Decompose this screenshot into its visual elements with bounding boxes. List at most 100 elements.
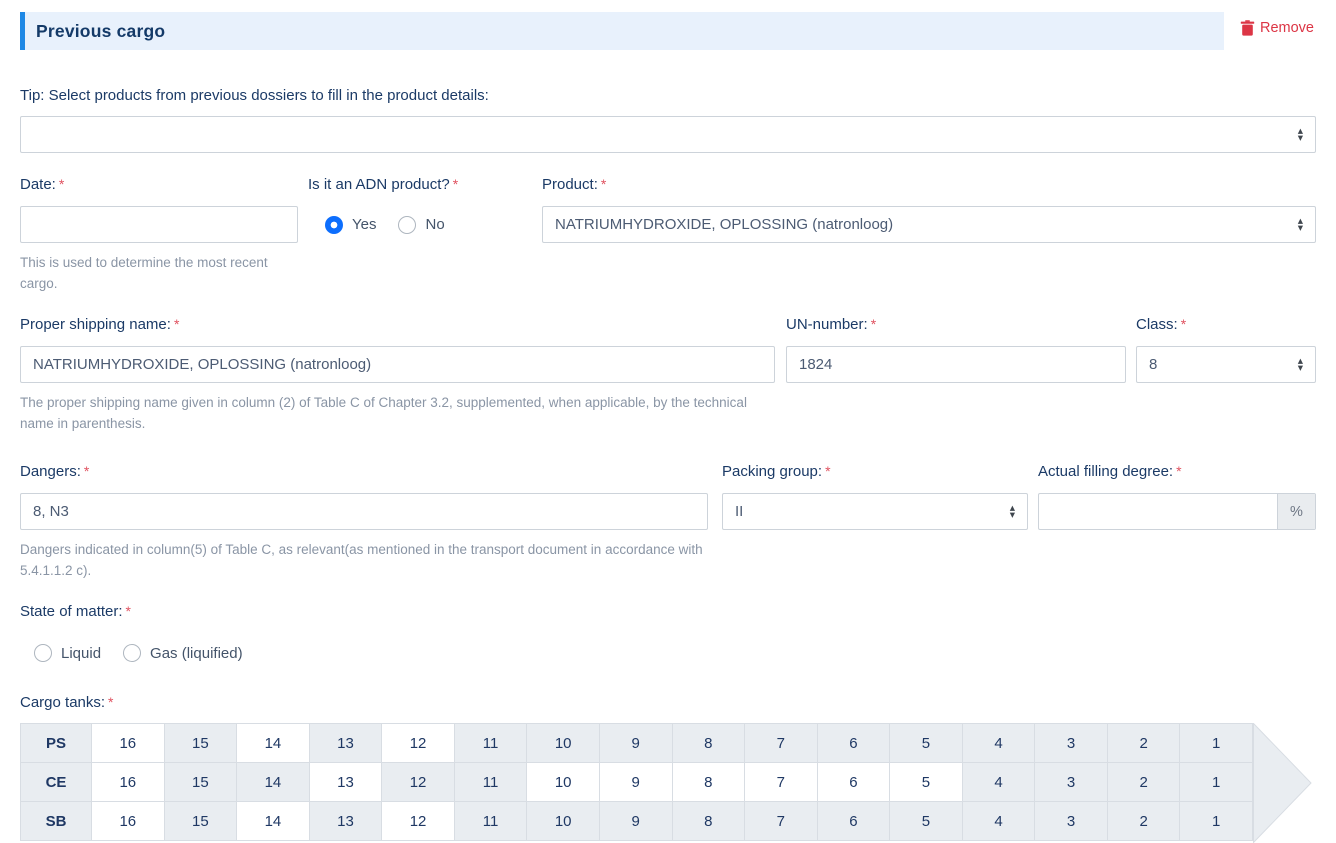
tank-cell-ps-8[interactable]: 8	[671, 723, 746, 763]
date-field-box	[20, 206, 298, 243]
tank-cell-ps-3[interactable]: 3	[1034, 723, 1108, 763]
dangers-box	[20, 493, 708, 530]
tank-cell-ce-14[interactable]: 14	[236, 762, 310, 802]
tank-cell-ce-9[interactable]: 9	[598, 762, 673, 802]
adn-radio-group: Yes No	[308, 206, 532, 243]
product-label: Product: *	[542, 176, 607, 193]
tank-cell-sb-9[interactable]: 9	[598, 801, 673, 841]
date-helper-text: This is used to determine the most recen…	[20, 255, 268, 291]
tank-row-ps: PS 16 15 14 13 12 11 10 9 8 7 6 5 4 3 2 1	[20, 723, 1253, 763]
tank-row-header: PS	[20, 723, 92, 763]
tank-cell-ps-4[interactable]: 4	[961, 723, 1036, 763]
tank-cell-ce-4[interactable]: 4	[961, 762, 1036, 802]
liquid-radio[interactable]: Liquid	[34, 644, 101, 662]
un-number-box	[786, 346, 1126, 383]
required-asterisk: *	[600, 176, 607, 192]
dangers-helper: Dangers indicated in column(5) of Table …	[20, 542, 703, 578]
adn-no-radio[interactable]: No	[398, 215, 445, 234]
select-caret-icon: ▴ ▾	[1297, 125, 1303, 144]
tank-cell-ps-12[interactable]: 12	[381, 723, 455, 763]
select-caret-icon: ▴ ▾	[1297, 215, 1303, 234]
tank-cell-sb-14[interactable]: 14	[236, 801, 310, 841]
tank-cell-sb-3[interactable]: 3	[1034, 801, 1108, 841]
tip-text: Tip: Select products from previous dossi…	[20, 87, 489, 104]
tank-cell-ps-1[interactable]: 1	[1179, 723, 1253, 763]
tank-cell-ps-6[interactable]: 6	[816, 723, 891, 763]
remove-button[interactable]: Remove	[1240, 20, 1314, 36]
tank-cell-ce-8[interactable]: 8	[671, 762, 746, 802]
tank-cell-ce-1[interactable]: 1	[1179, 762, 1253, 802]
tank-cell-ce-5[interactable]: 5	[889, 762, 963, 802]
tank-cell-sb-7[interactable]: 7	[744, 801, 818, 841]
required-asterisk: *	[825, 463, 831, 479]
tank-cell-ps-15[interactable]: 15	[163, 723, 238, 763]
tank-cell-ps-14[interactable]: 14	[236, 723, 310, 763]
product-select[interactable]: NATRIUMHYDROXIDE, OPLOSSING (natronloog)…	[542, 206, 1316, 243]
tank-cell-sb-6[interactable]: 6	[816, 801, 891, 841]
dangers-input[interactable]	[33, 494, 695, 529]
class-label: Class: *	[1136, 316, 1187, 333]
state-of-matter-radio-group: Liquid Gas (liquified)	[20, 644, 1316, 662]
tank-cell-ps-10[interactable]: 10	[526, 723, 600, 763]
actual-filling-degree-input[interactable]	[1039, 503, 1277, 520]
tank-cell-ce-13[interactable]: 13	[308, 762, 383, 802]
tank-cell-sb-10[interactable]: 10	[526, 801, 600, 841]
tank-cell-ce-12[interactable]: 12	[381, 762, 455, 802]
tank-row-header: CE	[20, 762, 92, 802]
packing-group-select-value: II	[735, 503, 744, 520]
tank-cell-ps-7[interactable]: 7	[744, 723, 818, 763]
packing-group-label: Packing group: *	[722, 463, 831, 480]
class-select[interactable]: 8 ▴ ▾	[1136, 346, 1316, 383]
required-asterisk: *	[870, 316, 877, 332]
select-caret-icon: ▴ ▾	[1009, 502, 1015, 521]
tank-cell-sb-1[interactable]: 1	[1179, 801, 1253, 841]
tank-cell-ce-15[interactable]: 15	[163, 762, 238, 802]
adn-label: Is it an ADN product? *	[308, 176, 459, 193]
remove-label: Remove	[1260, 20, 1314, 36]
tank-cell-ce-3[interactable]: 3	[1034, 762, 1108, 802]
radio-icon	[398, 215, 417, 234]
date-input[interactable]	[33, 207, 285, 242]
tank-cell-ce-6[interactable]: 6	[816, 762, 891, 802]
required-asterisk: *	[58, 176, 65, 192]
ship-bow-shape	[1253, 723, 1312, 843]
radio-icon	[325, 215, 343, 234]
dangers-label: Dangers: *	[20, 463, 90, 480]
proper-shipping-name-input[interactable]	[33, 347, 762, 382]
adn-yes-radio[interactable]: Yes	[325, 215, 376, 234]
trash-icon	[1240, 20, 1255, 36]
radio-icon	[34, 644, 52, 662]
previous-products-select[interactable]: ▴ ▾	[20, 116, 1316, 153]
tank-cell-ce-2[interactable]: 2	[1106, 762, 1181, 802]
tank-cell-sb-5[interactable]: 5	[889, 801, 963, 841]
cargo-tanks-table: PS 16 15 14 13 12 11 10 9 8 7 6 5 4 3 2 1 CE 16 15 14 13 12 11 1…	[20, 723, 1316, 843]
tank-cell-ps-13[interactable]: 13	[308, 723, 383, 763]
panel-header: Previous cargo	[20, 12, 1224, 50]
tank-cell-ps-9[interactable]: 9	[598, 723, 673, 763]
page-title: Previous cargo	[36, 20, 166, 41]
tank-cell-ps-2[interactable]: 2	[1106, 723, 1181, 763]
tank-cell-ce-11[interactable]: 11	[453, 762, 528, 802]
tank-cell-sb-13[interactable]: 13	[308, 801, 383, 841]
tank-cell-sb-8[interactable]: 8	[671, 801, 746, 841]
date-label: Date: *	[20, 176, 65, 193]
tank-cell-ps-16[interactable]: 16	[91, 723, 165, 763]
gas-radio[interactable]: Gas (liquified)	[123, 644, 243, 662]
tank-cell-ce-16[interactable]: 16	[91, 762, 165, 802]
un-number-input[interactable]	[799, 347, 1113, 382]
tank-cell-sb-2[interactable]: 2	[1106, 801, 1181, 841]
tank-cell-sb-15[interactable]: 15	[163, 801, 238, 841]
proper-shipping-name-box	[20, 346, 775, 383]
tank-cell-sb-4[interactable]: 4	[961, 801, 1036, 841]
tank-cell-ps-11[interactable]: 11	[453, 723, 528, 763]
tank-cell-ce-7[interactable]: 7	[744, 762, 818, 802]
tank-cell-ce-10[interactable]: 10	[526, 762, 600, 802]
tank-cell-ps-5[interactable]: 5	[889, 723, 963, 763]
packing-group-select[interactable]: II ▴ ▾	[722, 493, 1028, 530]
tank-cell-sb-11[interactable]: 11	[453, 801, 528, 841]
required-asterisk: *	[125, 603, 131, 619]
tank-cell-sb-16[interactable]: 16	[91, 801, 165, 841]
tank-cell-sb-12[interactable]: 12	[381, 801, 455, 841]
required-asterisk: *	[1176, 463, 1182, 479]
actual-filling-degree-box: %	[1038, 493, 1316, 530]
